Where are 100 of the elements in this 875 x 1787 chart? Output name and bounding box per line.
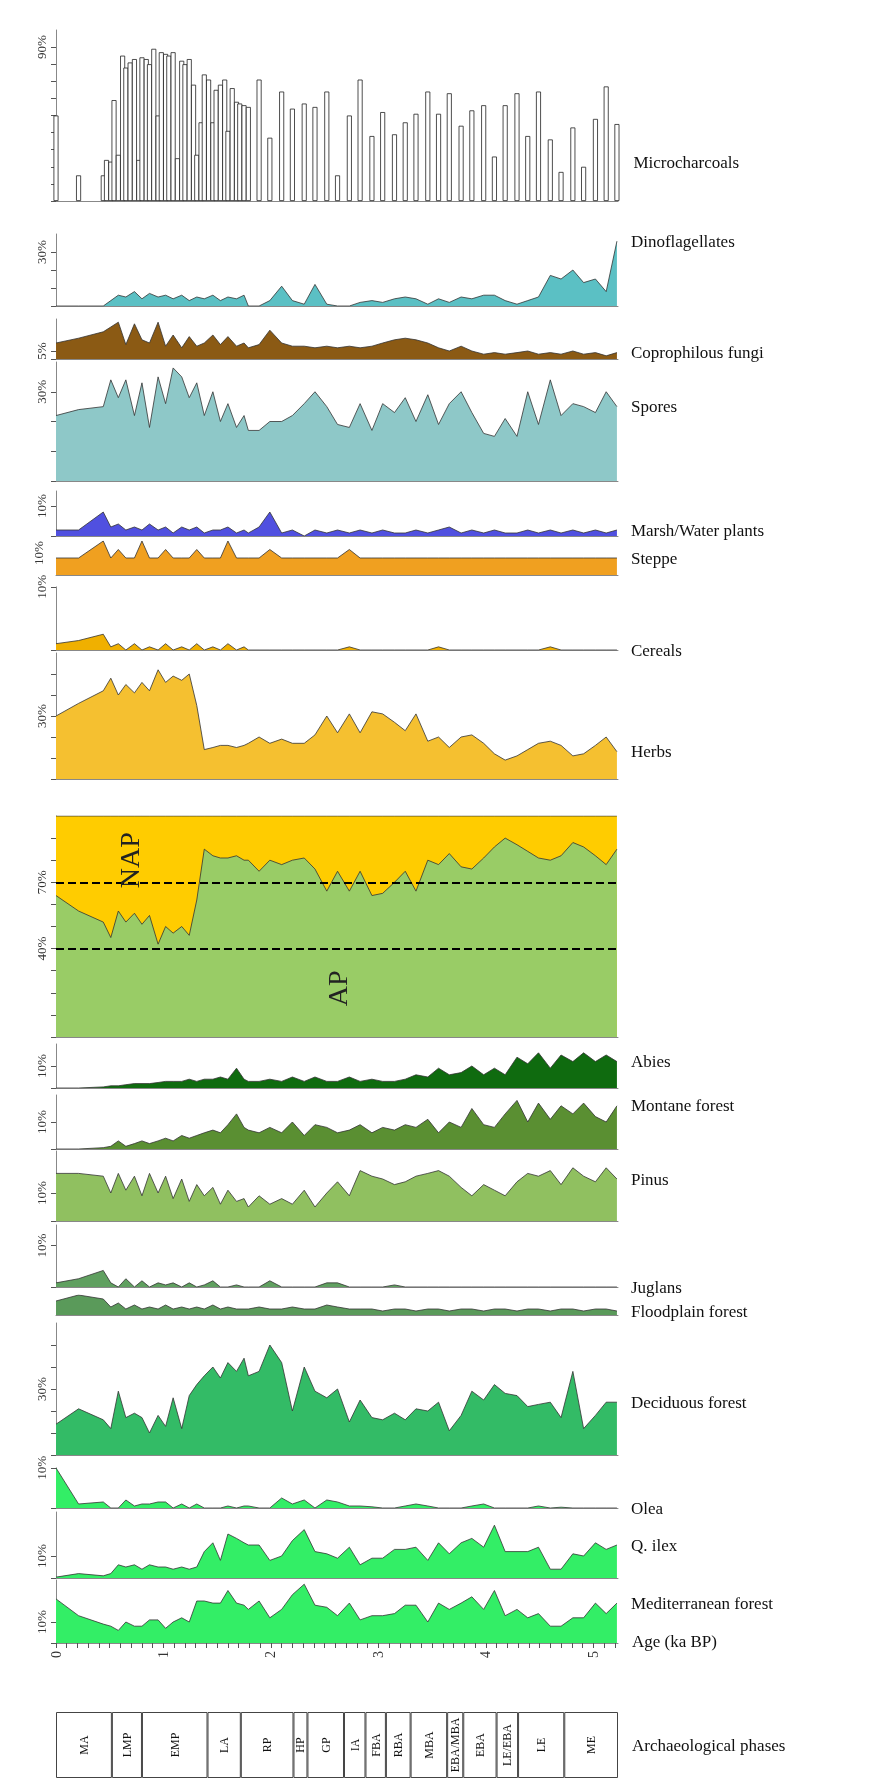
y-tick-label: 30%	[34, 703, 49, 728]
bar	[186, 59, 192, 201]
series-label: Deciduous forest	[630, 1392, 747, 1412]
bar	[491, 156, 497, 201]
series-label: AP	[321, 970, 353, 1007]
series-label: HP	[293, 1737, 308, 1753]
series-label: RBA	[391, 1732, 406, 1758]
series-label: Microcharcoals	[633, 153, 740, 173]
bar	[514, 93, 520, 201]
bar	[458, 125, 464, 201]
bar	[446, 93, 452, 201]
x-tick-label: 5	[585, 1651, 601, 1658]
bar	[413, 113, 419, 201]
x-tick-label: 3	[370, 1651, 386, 1658]
y-tick-label: 30%	[34, 379, 49, 404]
y-tick-label: 10%	[34, 1609, 49, 1634]
bar	[402, 122, 408, 201]
bar	[502, 105, 508, 201]
series-label: Pinus	[630, 1169, 669, 1189]
bar	[558, 171, 564, 201]
y-tick-label: 10%	[34, 493, 49, 518]
bar	[547, 139, 553, 201]
bar	[581, 166, 587, 201]
x-axis-title: Age (ka BP)	[632, 1632, 717, 1651]
bar	[525, 136, 531, 201]
bar	[111, 100, 117, 201]
bar	[469, 110, 475, 201]
bar	[592, 118, 598, 201]
bar	[229, 88, 235, 201]
bar	[76, 175, 82, 201]
bar	[131, 59, 137, 201]
series-label: MA	[76, 1735, 91, 1755]
bar	[301, 103, 307, 201]
y-tick-label: 10%	[34, 1180, 49, 1205]
bar	[245, 106, 251, 201]
x-tick-label: 1	[155, 1651, 171, 1658]
series-label: Floodplain forest	[630, 1301, 748, 1321]
bar	[170, 52, 176, 201]
y-tick-label: 10%	[34, 1455, 49, 1480]
bar	[127, 62, 133, 201]
series-label: IA	[347, 1738, 362, 1752]
series-label: Marsh/Water plants	[630, 520, 765, 540]
bar	[481, 105, 487, 201]
y-tick-label: 90%	[34, 35, 49, 60]
bar	[346, 115, 352, 201]
bar	[151, 48, 157, 201]
bar	[324, 91, 330, 201]
series-label: EBA	[472, 1732, 487, 1757]
y-tick-label: 70%	[34, 870, 49, 895]
series-label: LMP	[119, 1732, 134, 1758]
y-tick-label: 10%	[34, 1233, 49, 1258]
series-label: LA	[217, 1736, 232, 1753]
series-label: LE/EBA	[500, 1723, 515, 1766]
y-tick-label: 30%	[34, 239, 49, 264]
series-label: FBA	[368, 1732, 383, 1757]
bar	[335, 175, 341, 201]
bar	[256, 79, 262, 201]
series-label: EBA/MBA	[448, 1717, 463, 1773]
y-tick-label: 5%	[34, 342, 49, 360]
y-tick-label: 40%	[34, 936, 49, 961]
series-label: Cereals	[630, 640, 682, 660]
series-label: LE	[534, 1737, 549, 1753]
y-tick-label: Archaeological phases	[632, 1735, 786, 1755]
y-tick-label: 30%	[34, 1376, 49, 1401]
bar	[241, 105, 247, 201]
series-label: Coprophilous fungi	[630, 343, 764, 363]
x-tick-label: 2	[263, 1651, 279, 1658]
bar	[425, 91, 431, 201]
bar	[357, 79, 363, 201]
series-label: Mediterranean forest	[630, 1593, 774, 1613]
bar	[267, 137, 273, 201]
x-tick-label: 4	[478, 1651, 494, 1658]
y-tick-label: 10%	[34, 574, 49, 599]
series-label: NAP	[113, 832, 145, 889]
series-label: Olea	[630, 1498, 664, 1518]
series-label: MBA	[421, 1731, 436, 1759]
series-label: Spores	[630, 397, 678, 417]
series-label: Juglans	[630, 1277, 682, 1297]
series-label: Steppe	[630, 548, 678, 568]
series-label: Abies	[630, 1052, 671, 1072]
series-label: ME	[584, 1736, 599, 1754]
series-label: RP	[260, 1737, 275, 1753]
series-label: EMP	[167, 1732, 182, 1758]
y-tick-label: 10%	[34, 1543, 49, 1568]
bar	[535, 91, 541, 201]
bar	[570, 127, 576, 201]
bar	[614, 124, 620, 201]
bar	[380, 112, 386, 201]
series-label: Q. ilex	[630, 1535, 678, 1555]
bar	[312, 106, 318, 201]
bar	[139, 57, 145, 201]
y-tick-label: 10%	[34, 1053, 49, 1078]
bar	[436, 113, 442, 201]
x-tick-label: 0	[48, 1651, 64, 1658]
bar	[279, 91, 285, 201]
series-label: GP	[318, 1737, 333, 1753]
series-label: Montane forest	[630, 1096, 735, 1116]
series-label: Dinoflagellates	[630, 231, 735, 251]
bar	[53, 115, 59, 201]
bar	[603, 86, 609, 201]
